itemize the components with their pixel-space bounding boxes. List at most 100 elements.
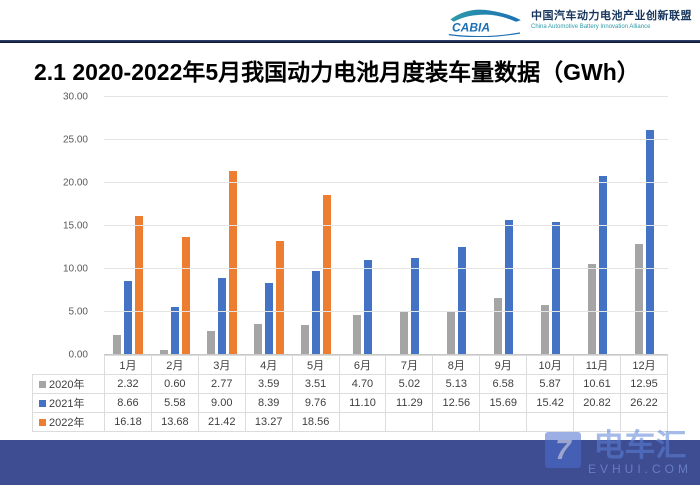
bar-2020年-1月 — [112, 335, 121, 355]
bar-2020年-10月 — [541, 304, 549, 355]
month-header: 4月 — [244, 355, 293, 375]
month-header: 5月 — [291, 355, 340, 375]
value-cell: 26.22 — [619, 393, 669, 413]
gridline — [104, 225, 668, 226]
bar-2021年-7月 — [411, 257, 419, 355]
month-header: 7月 — [385, 355, 434, 375]
bar-2020年-5月 — [300, 324, 309, 355]
bar-group-12月 — [621, 97, 668, 355]
value-cell — [479, 412, 528, 432]
bar-2020年-8月 — [447, 310, 455, 355]
bar-group-1月 — [104, 97, 151, 355]
cabia-logo-icon: CABIA — [448, 9, 521, 37]
value-cell: 20.82 — [573, 393, 621, 413]
value-cell: 8.39 — [244, 393, 293, 413]
bar-group-6月 — [339, 97, 386, 355]
gridline — [104, 139, 668, 140]
bar-2022年-5月 — [322, 195, 331, 355]
bar-2020年-11月 — [588, 263, 596, 355]
y-tick-label: 15.00 — [62, 220, 88, 232]
header: CABIA 中国汽车动力电池产业创新联盟 China Automotive Ba… — [0, 0, 700, 40]
value-cell: 16.18 — [104, 412, 152, 432]
month-header: 6月 — [338, 355, 387, 375]
bar-groups — [104, 97, 668, 355]
y-tick-label: 5.00 — [68, 306, 88, 318]
y-tick-label: 30.00 — [62, 91, 88, 103]
value-cell: 10.61 — [573, 374, 621, 394]
gridline — [104, 182, 668, 183]
bar-group-9月 — [480, 97, 527, 355]
bar-2021年-1月 — [123, 280, 132, 355]
bar-group-7月 — [386, 97, 433, 355]
data-table: 1月 2月 3月 4月 5月 6月 7月 8月 9月 10月 11月 12月 2020年 2.32 0.60… — [32, 355, 669, 432]
legend-swatch-icon — [39, 381, 46, 388]
value-cell — [385, 412, 434, 432]
bar-2021年-4月 — [264, 282, 273, 355]
month-header: 8月 — [432, 355, 481, 375]
bar-group-8月 — [433, 97, 480, 355]
table-corner — [33, 356, 105, 375]
plot-area — [104, 96, 668, 355]
bar-chart: 30.00 25.00 20.00 15.00 10.00 5.00 0.00 — [32, 92, 668, 361]
bar-2021年-6月 — [364, 259, 372, 355]
bar-2020年-12月 — [635, 243, 643, 355]
value-cell: 6.58 — [479, 374, 528, 394]
value-cell — [573, 412, 621, 432]
month-header: 10月 — [526, 355, 575, 375]
value-cell: 0.60 — [150, 374, 199, 394]
value-cell: 21.42 — [197, 412, 246, 432]
month-header: 9月 — [479, 355, 528, 375]
value-cell: 12.56 — [432, 393, 481, 413]
value-cell: 11.10 — [338, 393, 387, 413]
value-cell — [619, 412, 669, 432]
bar-2022年-2月 — [181, 237, 190, 355]
table-header-row: 1月 2月 3月 4月 5月 6月 7月 8月 9月 10月 11月 12月 — [33, 355, 669, 375]
value-cell: 5.02 — [385, 374, 434, 394]
watermark-text: 电车汇 EVHUI.COM — [588, 430, 692, 475]
y-axis: 30.00 25.00 20.00 15.00 10.00 5.00 0.00 — [32, 92, 104, 361]
value-cell: 13.27 — [244, 412, 293, 432]
bar-2020年-9月 — [494, 298, 502, 355]
org-name-cn: 中国汽车动力电池产业创新联盟 — [531, 10, 692, 23]
bar-group-3月 — [198, 97, 245, 355]
watermark: 7 电车汇 EVHUI.COM — [544, 430, 692, 475]
bar-2020年-7月 — [400, 311, 408, 355]
value-cell: 9.76 — [291, 393, 340, 413]
bar-2021年-8月 — [458, 246, 466, 355]
month-header: 12月 — [619, 355, 669, 375]
value-cell: 18.56 — [291, 412, 340, 432]
bar-2022年-3月 — [228, 170, 237, 355]
value-cell — [338, 412, 387, 432]
value-cell: 12.95 — [619, 374, 669, 394]
value-cell: 13.68 — [150, 412, 199, 432]
table-row-2022年: 2022年 16.18 13.68 21.42 13.27 18.56 — [32, 412, 669, 432]
series-label: 2021年 — [32, 393, 105, 413]
legend-swatch-icon — [39, 400, 46, 407]
value-cell: 3.51 — [291, 374, 340, 394]
bar-group-10月 — [527, 97, 574, 355]
y-tick-label: 20.00 — [62, 177, 88, 189]
series-label: 2020年 — [32, 374, 105, 394]
y-tick-label: 0.00 — [68, 349, 88, 361]
legend-swatch-icon — [39, 419, 46, 426]
value-cell: 2.77 — [197, 374, 246, 394]
bar-2021年-10月 — [552, 222, 560, 355]
month-header: 11月 — [573, 355, 621, 375]
value-cell — [432, 412, 481, 432]
value-cell: 11.29 — [385, 393, 434, 413]
bar-2022年-1月 — [134, 215, 143, 355]
org-name-en: China Automotive Battery Innovation Alli… — [531, 24, 651, 31]
bar-2021年-3月 — [217, 277, 226, 355]
bar-group-11月 — [574, 97, 621, 355]
table-row-2021年: 2021年 8.66 5.58 9.00 8.39 9.76 11.10 11.29 12.56… — [32, 393, 669, 413]
y-tick-label: 25.00 — [62, 134, 88, 146]
value-cell: 9.00 — [197, 393, 246, 413]
bar-group-4月 — [245, 97, 292, 355]
footer-bar — [0, 440, 700, 485]
watermark-site: EVHUI.COM — [587, 462, 692, 476]
bar-2020年-6月 — [353, 314, 361, 355]
bar-2020年-3月 — [206, 331, 215, 355]
gridline — [104, 354, 668, 355]
value-cell: 5.58 — [150, 393, 199, 413]
